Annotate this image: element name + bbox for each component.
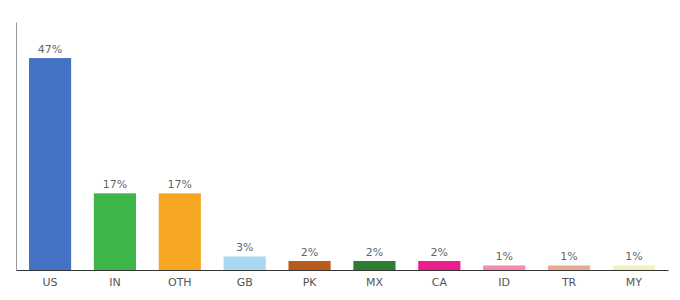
x-tick: TR (561, 276, 577, 289)
x-tick-label: US (43, 276, 58, 289)
x-axis-line (17, 270, 669, 271)
plot: US IN OTH GB PK MX CA ID TR MY 47% 17% 17% 3% 2% 2% 2% 1%… (17, 23, 669, 290)
x-tick-label: MX (366, 276, 383, 289)
data-label: 17% (168, 178, 192, 191)
bar (224, 256, 266, 270)
bars (29, 58, 655, 270)
bar (353, 261, 395, 270)
x-tick-label: OTH (168, 276, 192, 289)
x-tick: CA (432, 276, 448, 289)
chart-container: US IN OTH GB PK MX CA ID TR MY 47% 17% 17% 3% 2% 2% 2% 1%… (0, 0, 680, 300)
x-tick-label: ID (498, 276, 510, 289)
x-tick: IN (109, 276, 120, 289)
data-label: 1% (560, 250, 577, 263)
data-label: 2% (431, 246, 448, 259)
x-tick: OTH (168, 276, 192, 289)
x-axis: US IN OTH GB PK MX CA ID TR MY (17, 271, 669, 290)
bar (613, 265, 655, 270)
x-tick-label: GB (237, 276, 253, 289)
bar (159, 193, 201, 270)
y-axis (16, 23, 17, 271)
data-label: 17% (103, 178, 127, 191)
x-tick-label: CA (432, 276, 448, 289)
x-tick: PK (303, 276, 318, 289)
data-label: 2% (301, 246, 318, 259)
y-axis-line (16, 23, 17, 271)
bar (94, 193, 136, 270)
x-tick: MY (626, 276, 642, 289)
x-tick: US (43, 276, 58, 289)
chart-svg: US IN OTH GB PK MX CA ID TR MY 47% 17% 17% 3% 2% 2% 2% 1%… (0, 0, 680, 300)
bar (418, 261, 460, 270)
data-label: 1% (495, 250, 512, 263)
x-tick-label: IN (109, 276, 120, 289)
data-label: 2% (366, 246, 383, 259)
bar (483, 265, 525, 270)
x-tick: MX (366, 276, 383, 289)
bar (288, 261, 330, 270)
data-labels: 47% 17% 17% 3% 2% 2% 2% 1% 1% 1% (38, 43, 643, 263)
x-tick-label: MY (626, 276, 642, 289)
data-label: 1% (625, 250, 642, 263)
data-label: 3% (236, 241, 253, 254)
bar (29, 58, 71, 270)
x-tick-label: PK (303, 276, 318, 289)
data-label: 47% (38, 43, 62, 56)
x-tick: ID (498, 276, 510, 289)
x-tick: GB (237, 276, 253, 289)
bar (548, 265, 590, 270)
x-tick-label: TR (561, 276, 577, 289)
